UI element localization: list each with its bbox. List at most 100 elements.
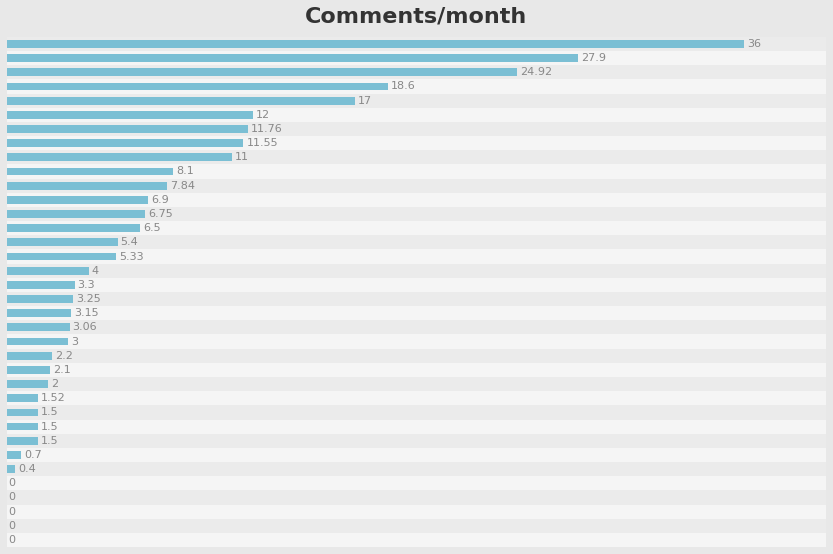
- Bar: [7, 462, 826, 476]
- Bar: [7, 519, 826, 533]
- Bar: [7, 490, 826, 505]
- Text: 0: 0: [8, 478, 15, 488]
- Bar: [7, 264, 826, 278]
- Bar: [7, 54, 578, 62]
- Bar: [7, 37, 826, 51]
- Bar: [7, 406, 826, 419]
- Text: 1.5: 1.5: [41, 436, 58, 446]
- Text: 27.9: 27.9: [581, 53, 606, 63]
- Text: 1.5: 1.5: [41, 422, 58, 432]
- Bar: [7, 182, 167, 189]
- Text: 11: 11: [235, 152, 249, 162]
- Bar: [7, 167, 172, 176]
- Bar: [7, 253, 116, 260]
- Text: 3: 3: [72, 336, 78, 347]
- Bar: [7, 221, 826, 235]
- Bar: [7, 533, 826, 547]
- Bar: [7, 136, 826, 150]
- Bar: [7, 380, 48, 388]
- Bar: [7, 196, 148, 204]
- Bar: [7, 366, 50, 374]
- Text: 11.55: 11.55: [247, 138, 278, 148]
- Text: 5.33: 5.33: [119, 252, 144, 261]
- Bar: [7, 434, 826, 448]
- Bar: [7, 448, 826, 462]
- Bar: [7, 238, 117, 246]
- Text: 0: 0: [8, 506, 15, 517]
- Bar: [7, 68, 517, 76]
- Bar: [7, 94, 826, 107]
- Text: 17: 17: [358, 96, 372, 106]
- Bar: [7, 267, 89, 275]
- Bar: [7, 335, 826, 348]
- Bar: [7, 324, 70, 331]
- Text: 12: 12: [256, 110, 270, 120]
- Bar: [7, 465, 15, 473]
- Bar: [7, 306, 826, 320]
- Text: 6.9: 6.9: [152, 195, 169, 205]
- Bar: [7, 309, 72, 317]
- Bar: [7, 320, 826, 335]
- Text: 1.5: 1.5: [41, 407, 58, 417]
- Text: 18.6: 18.6: [391, 81, 416, 91]
- Text: 36: 36: [747, 39, 761, 49]
- Bar: [7, 451, 22, 459]
- Text: 8.1: 8.1: [176, 166, 193, 177]
- Bar: [7, 423, 37, 430]
- Bar: [7, 97, 355, 105]
- Bar: [7, 65, 826, 79]
- Bar: [7, 153, 232, 161]
- Bar: [7, 40, 744, 48]
- Text: 0.7: 0.7: [24, 450, 42, 460]
- Bar: [7, 394, 38, 402]
- Text: 3.25: 3.25: [77, 294, 102, 304]
- Bar: [7, 139, 243, 147]
- Bar: [7, 352, 52, 360]
- Text: 5.4: 5.4: [121, 237, 138, 247]
- Bar: [7, 408, 37, 416]
- Bar: [7, 249, 826, 264]
- Bar: [7, 281, 74, 289]
- Text: 6.5: 6.5: [143, 223, 161, 233]
- Text: 2: 2: [51, 379, 58, 389]
- Text: 0: 0: [8, 535, 15, 545]
- Title: Comments/month: Comments/month: [306, 7, 527, 27]
- Text: 24.92: 24.92: [521, 67, 552, 77]
- Text: 3.3: 3.3: [77, 280, 95, 290]
- Bar: [7, 337, 68, 346]
- Bar: [7, 193, 826, 207]
- Bar: [7, 107, 826, 122]
- Text: 0: 0: [8, 521, 15, 531]
- Bar: [7, 377, 826, 391]
- Text: 6.75: 6.75: [148, 209, 173, 219]
- Bar: [7, 278, 826, 292]
- Bar: [7, 122, 826, 136]
- Bar: [7, 476, 826, 490]
- Bar: [7, 165, 826, 178]
- Text: 7.84: 7.84: [171, 181, 196, 191]
- Bar: [7, 363, 826, 377]
- Text: 1.52: 1.52: [41, 393, 66, 403]
- Bar: [7, 125, 247, 133]
- Bar: [7, 51, 826, 65]
- Bar: [7, 79, 826, 94]
- Text: 3.06: 3.06: [72, 322, 97, 332]
- Bar: [7, 292, 826, 306]
- Bar: [7, 178, 826, 193]
- Text: 11.76: 11.76: [251, 124, 282, 134]
- Bar: [7, 348, 826, 363]
- Bar: [7, 235, 826, 249]
- Text: 4: 4: [92, 266, 99, 276]
- Text: 0: 0: [8, 493, 15, 502]
- Bar: [7, 419, 826, 434]
- Bar: [7, 295, 73, 303]
- Text: 2.2: 2.2: [55, 351, 73, 361]
- Bar: [7, 391, 826, 406]
- Bar: [7, 83, 388, 90]
- Bar: [7, 150, 826, 165]
- Bar: [7, 210, 145, 218]
- Bar: [7, 207, 826, 221]
- Text: 2.1: 2.1: [53, 365, 71, 375]
- Text: 0.4: 0.4: [18, 464, 36, 474]
- Bar: [7, 224, 140, 232]
